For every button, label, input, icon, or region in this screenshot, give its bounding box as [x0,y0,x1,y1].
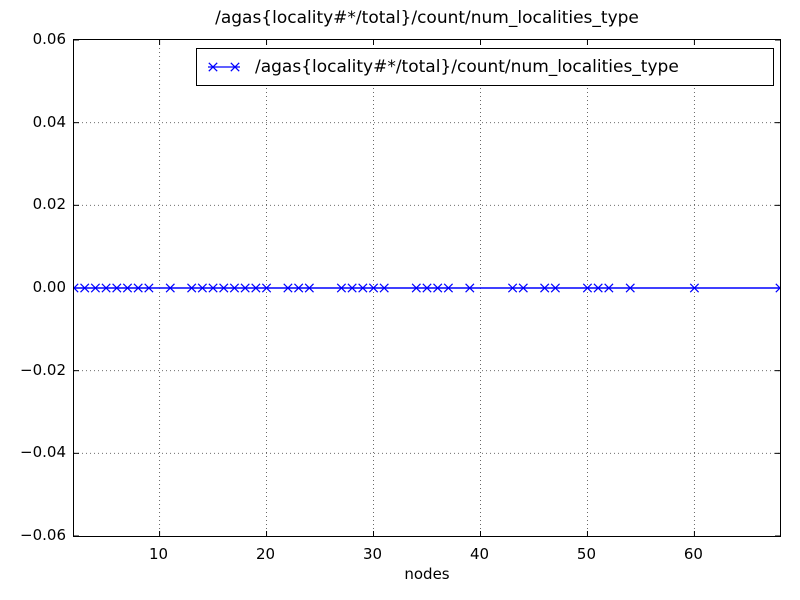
data-marker [507,283,518,293]
data-marker [240,283,250,293]
x-tick-label: 60 [683,545,703,563]
data-marker [90,283,101,293]
plot-svg [74,40,780,536]
data-marker [358,283,368,293]
data-marker [540,283,550,293]
x-tick-label: 30 [362,545,383,563]
data-marker [165,283,175,293]
data-marker [593,283,603,293]
data-marker [433,283,443,293]
data-marker [219,283,229,293]
data-marker [74,283,79,293]
data-marker [411,283,421,293]
legend-label: /agas{locality#*/total}/count/num_locali… [255,57,679,77]
y-tick-label: −0.04 [20,443,66,462]
data-marker [604,283,614,293]
data-marker [122,283,133,293]
plot-area [73,39,781,537]
y-tick-label: 0.04 [32,112,66,131]
x-tick-label: 20 [255,545,276,563]
data-marker [347,283,357,293]
data-marker [582,283,593,293]
data-marker [112,283,122,293]
data-marker [208,283,218,293]
data-marker [144,283,154,293]
chart-title: /agas{locality#*/total}/count/num_locali… [215,8,639,28]
x-tick-label: 10 [149,545,169,563]
data-marker [465,283,475,293]
data-marker [187,283,197,293]
y-tick-label: 0.06 [32,30,66,48]
y-tick-label: 0.00 [32,278,66,296]
data-marker [294,283,304,293]
data-marker [379,283,389,293]
data-marker [304,283,314,293]
x-tick-label: 40 [469,545,490,563]
data-marker [368,283,379,293]
data-marker [443,283,454,293]
data-marker [261,283,272,293]
y-tick-label: −0.06 [20,526,66,544]
x-tick-label: 50 [576,545,596,563]
x-axis-label: nodes [404,565,450,583]
legend-marker-icon [208,62,240,72]
data-marker [625,283,635,293]
data-marker [689,283,700,293]
data-marker [197,283,207,293]
legend: /agas{locality#*/total}/count/num_locali… [196,48,774,86]
data-marker [251,283,261,293]
data-marker [422,283,432,293]
data-marker [336,283,347,293]
data-marker [283,283,293,293]
data-marker [775,283,780,293]
y-tick-label: −0.02 [20,360,66,379]
data-marker [229,283,240,293]
data-marker [518,283,528,293]
data-marker [80,283,90,293]
y-tick-label: 0.02 [32,195,66,214]
data-marker [101,283,111,293]
data-marker [133,283,143,293]
data-marker [550,283,560,293]
